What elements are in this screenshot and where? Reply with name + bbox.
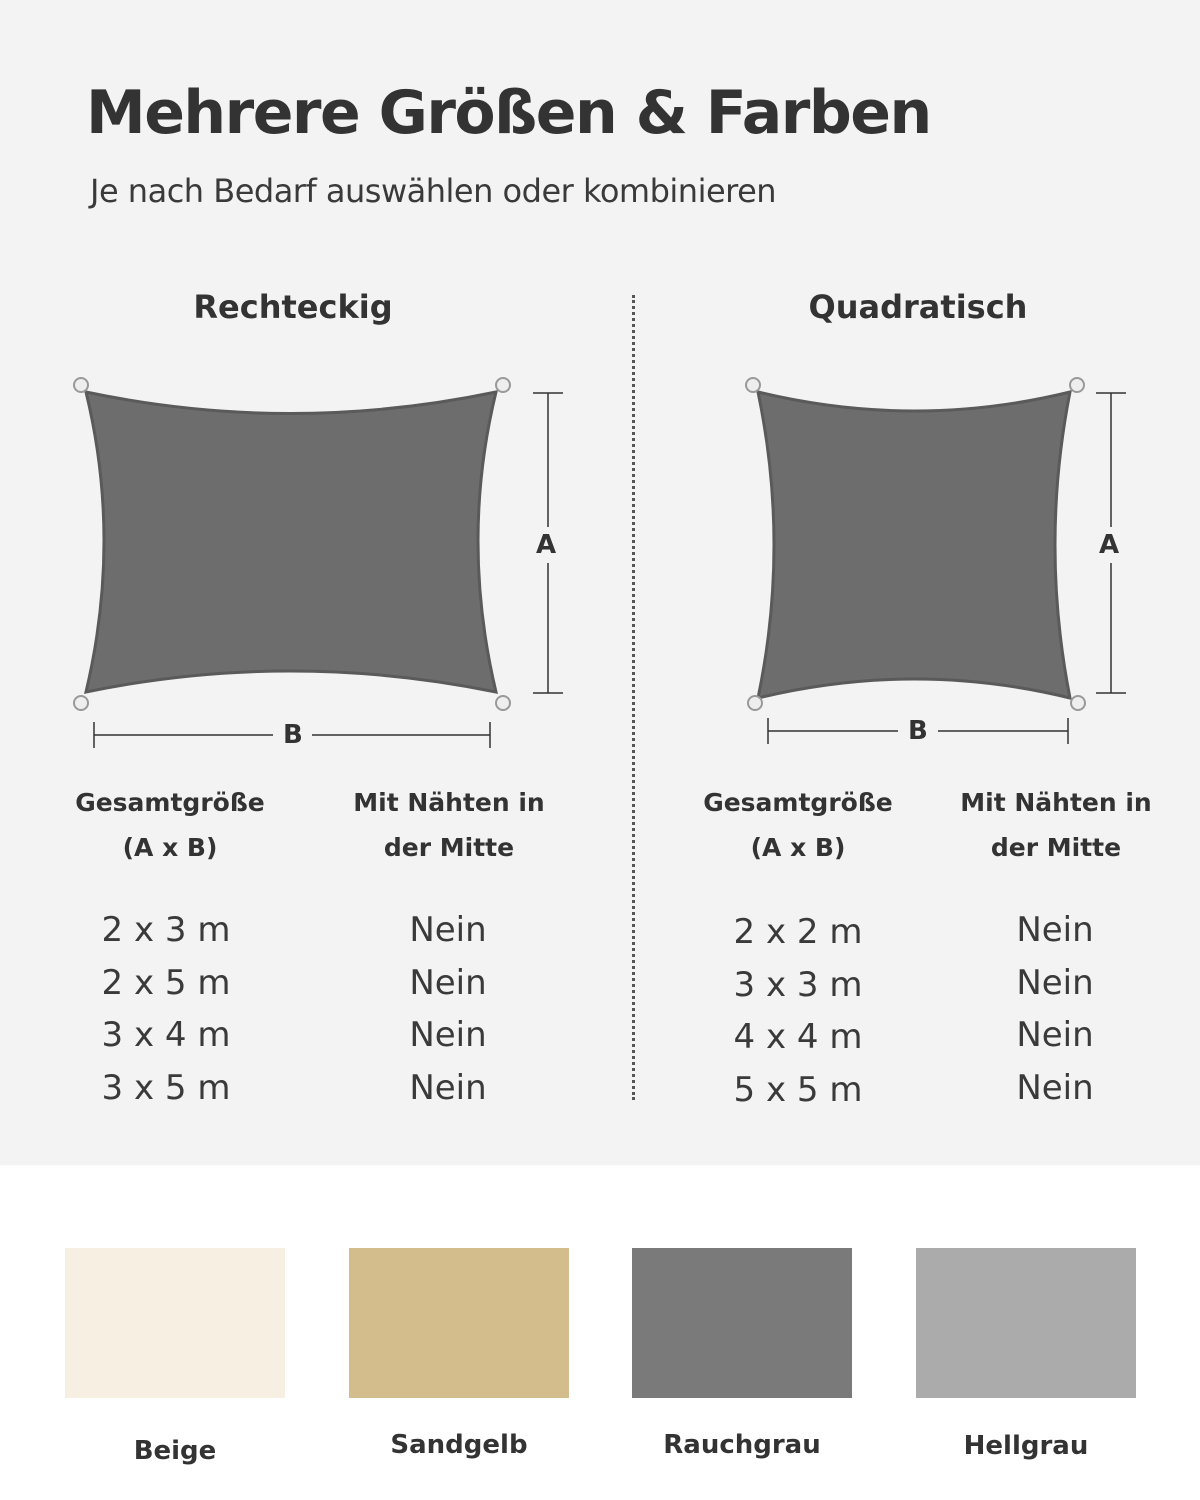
table-cell: Nein [1016, 910, 1094, 950]
rect-seams-header: Mit Nähten in der Mitte [319, 780, 579, 870]
rect-sail-shape [73, 377, 511, 711]
header-line: Gesamtgröße [75, 788, 265, 817]
header-line: (A x B) [750, 833, 846, 862]
rect-dim-b-label: B [283, 720, 303, 750]
swatch-label-sandgelb: Sandgelb [390, 1430, 528, 1460]
swatch-rauchgrau [632, 1248, 852, 1398]
swatch-hellgrau [916, 1248, 1136, 1398]
header-line: der Mitte [990, 833, 1122, 862]
rect-dim-a-label: A [536, 530, 557, 560]
page-title: Mehrere Größen & Farben [86, 78, 932, 148]
table-cell: 4 x 4 m [733, 1017, 863, 1057]
rect-dimension-lines [93, 392, 563, 748]
square-dimension-lines [767, 392, 1126, 744]
swatch-sandgelb [349, 1248, 569, 1398]
rect-section-title: Rechteckig [193, 288, 393, 326]
square-size-column: 2 x 2 m 3 x 3 m 4 x 4 m 5 x 5 m [678, 906, 918, 1116]
table-cell: 2 x 3 m [101, 910, 231, 950]
table-cell: 2 x 5 m [101, 962, 231, 1003]
table-cell: Nein [409, 910, 487, 950]
table-cell: 2 x 2 m [733, 912, 863, 952]
square-seams-header: Mit Nähten in der Mitte [926, 780, 1186, 870]
table-cell: Nein [1016, 1067, 1094, 1108]
table-cell: Nein [409, 1015, 487, 1055]
rect-size-column: 2 x 3 m 2 x 5 m 3 x 4 m 3 x 5 m [46, 904, 286, 1114]
page-subtitle: Je nach Bedarf auswählen oder kombiniere… [90, 172, 777, 210]
swatch-label-rauchgrau: Rauchgrau [663, 1430, 821, 1460]
swatch-label-hellgrau: Hellgrau [963, 1431, 1089, 1461]
square-dim-a-label: A [1099, 530, 1120, 560]
table-cell: Nein [409, 962, 487, 1003]
table-cell: 3 x 3 m [733, 964, 863, 1005]
header-line: Mit Nähten in [960, 788, 1152, 817]
square-section-title: Quadratisch [808, 288, 1028, 326]
rect-seams-column: Nein Nein Nein Nein [328, 904, 568, 1114]
table-cell: 3 x 4 m [101, 1015, 231, 1055]
swatch-label-beige: Beige [133, 1436, 217, 1466]
header-line: (A x B) [122, 833, 218, 862]
table-cell: Nein [1016, 962, 1094, 1003]
square-size-header: Gesamtgröße (A x B) [668, 780, 928, 870]
table-cell: Nein [1016, 1015, 1094, 1055]
square-dim-b-label: B [908, 716, 928, 746]
header-line: Mit Nähten in [353, 788, 545, 817]
section-divider [632, 295, 635, 1100]
table-cell: 5 x 5 m [733, 1069, 863, 1110]
square-seams-column: Nein Nein Nein Nein [935, 904, 1175, 1114]
sail-diagrams [73, 377, 1126, 748]
table-cell: Nein [409, 1067, 487, 1108]
square-sail-shape [745, 377, 1086, 711]
rect-size-header: Gesamtgröße (A x B) [40, 780, 300, 870]
swatch-beige [65, 1248, 285, 1398]
header-line: Gesamtgröße [703, 788, 893, 817]
table-cell: 3 x 5 m [101, 1067, 231, 1108]
header-line: der Mitte [383, 833, 515, 862]
